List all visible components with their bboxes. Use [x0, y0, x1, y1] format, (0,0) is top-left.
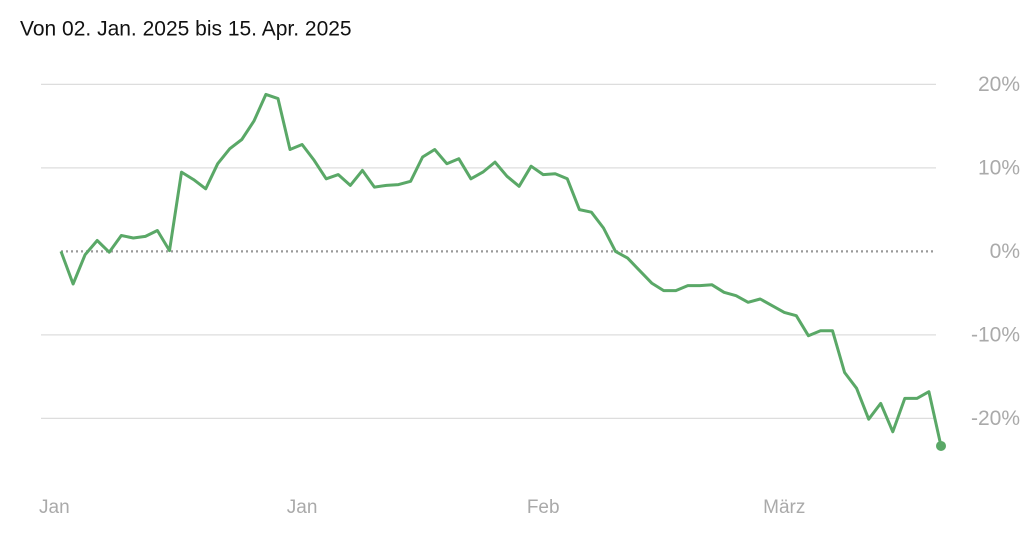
y-tick-label: -20%: [971, 407, 1020, 430]
x-tick-label: März: [763, 497, 805, 518]
chart-title: Von 02. Jan. 2025 bis 15. Apr. 2025: [20, 18, 352, 41]
x-tick-label: Jan: [287, 497, 318, 518]
y-tick-label: -10%: [971, 323, 1020, 346]
y-tick-label: 0%: [990, 240, 1020, 263]
x-tick-label: Feb: [527, 497, 560, 518]
x-tick-label: Jan: [39, 497, 70, 518]
y-tick-label: 10%: [978, 156, 1020, 179]
end-point: [936, 440, 946, 451]
line: [59, 92, 943, 447]
y-tick-label: 20%: [978, 73, 1020, 96]
